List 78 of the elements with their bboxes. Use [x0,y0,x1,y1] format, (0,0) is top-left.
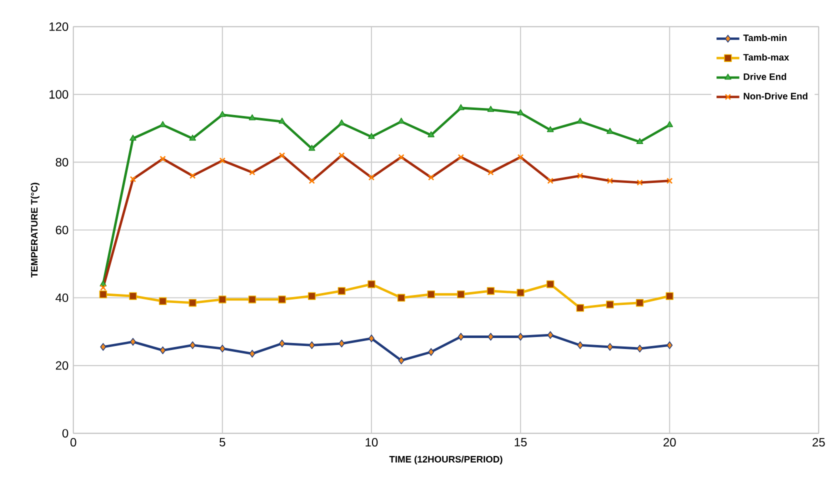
point [546,126,554,132]
point [577,341,584,350]
legend-label: Non-Drive End [744,92,808,100]
point [458,332,464,341]
point [159,121,166,128]
point [636,344,643,352]
point [576,118,584,124]
legend-label: Drive End [744,73,786,80]
point [189,134,196,141]
point [190,341,196,350]
point [368,132,375,139]
point [100,343,106,351]
point [606,300,614,308]
y-tick-label: 80 [56,158,68,166]
point [457,290,465,298]
point [516,288,524,297]
point [219,110,226,117]
point [248,296,256,304]
y-axis-title: TEMPERATURE T(°C) [30,182,40,278]
point [518,332,524,341]
point [487,106,494,112]
y-tick-label: 20 [56,361,68,370]
point [486,287,495,295]
point [188,298,196,307]
point [547,331,554,339]
point [218,296,226,304]
x-tick-label: 0 [70,438,76,447]
point [428,131,434,138]
point [636,298,644,307]
x-tick-label: 25 [812,438,825,447]
point [427,290,435,298]
legend-label: Tamb-min [743,34,787,42]
point [249,350,256,358]
point [666,292,674,300]
point [636,138,644,144]
point [458,104,464,110]
point [158,297,167,306]
x-tick-label: 15 [514,438,527,446]
x-axis-title: TIME (12HOURS/PERIOD) [389,456,502,464]
point [308,292,316,300]
point [398,356,404,364]
y-tick-label: 60 [56,226,68,234]
point [488,332,494,341]
point [129,292,137,300]
point [666,121,673,128]
point [219,344,226,352]
y-tick-label: 0 [62,429,68,438]
point [428,348,434,356]
point [278,296,286,304]
y-tick-label: 40 [56,294,68,302]
point [546,280,554,288]
point [398,118,405,124]
point [606,128,614,134]
x-tick-label: 5 [220,438,226,446]
point [576,304,584,312]
point [130,134,136,141]
point [160,346,166,354]
point [308,341,315,350]
point [279,340,286,348]
point [606,343,613,351]
y-tick-label: 100 [50,90,68,99]
point [278,118,286,124]
point [308,144,316,151]
x-tick-label: 10 [366,438,378,447]
point [397,294,406,302]
point [517,109,524,116]
point [248,114,256,120]
y-tick-label: 120 [50,22,68,31]
point [338,287,346,295]
point [130,338,136,346]
point [99,290,108,298]
point [368,280,376,288]
point [368,334,374,342]
point [338,119,346,126]
legend-label: Tamb-max [743,54,790,61]
point [338,340,345,348]
point [666,341,673,350]
x-tick-label: 20 [664,438,676,447]
